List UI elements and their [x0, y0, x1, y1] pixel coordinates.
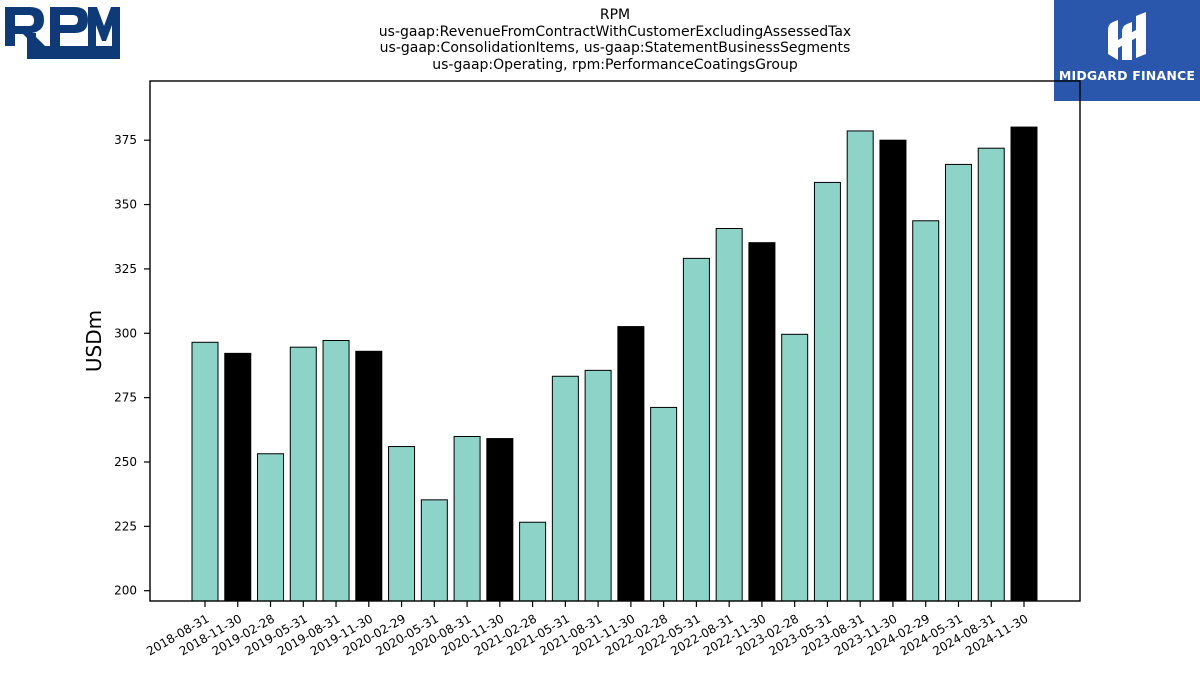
bar-2023-11-30	[879, 139, 907, 602]
bar-2019-08-31	[322, 339, 350, 602]
bar-2022-05-31	[682, 257, 710, 602]
bar-2024-08-31	[977, 147, 1005, 602]
bar-2020-02-29	[388, 446, 416, 602]
bar-2020-11-30	[486, 438, 514, 602]
bar-2022-11-30	[748, 242, 776, 602]
bar-2024-11-30	[1010, 126, 1038, 602]
chart-title-line-3: us-gaap:ConsolidationItems, us-gaap:Stat…	[379, 40, 851, 56]
bar-2020-05-31	[420, 499, 448, 602]
bar-2021-02-28	[519, 521, 547, 602]
chart-title-line-4: us-gaap:Operating, rpm:PerformanceCoatin…	[432, 56, 798, 73]
y-tick-label-375: 375	[114, 133, 137, 147]
rpm-logo	[5, 7, 120, 59]
chart-title-line-1: RPM	[599, 7, 631, 23]
bar-2023-08-31	[846, 130, 874, 602]
chart-title-line-2: us-gaap:RevenueFromContractWithCustomerE…	[378, 23, 852, 40]
y-axis: 200 225 250 275 300 325 350 375	[114, 133, 150, 598]
bar-2022-08-31	[715, 228, 743, 602]
bar-2023-05-31	[813, 181, 841, 602]
bar-2019-02-28	[257, 453, 285, 602]
y-tick-label-300: 300	[114, 326, 137, 340]
y-axis-label: USDm	[82, 310, 106, 372]
midgard-mark-icon	[1108, 12, 1146, 60]
plot-frame	[149, 80, 1081, 602]
bar-2018-08-31	[191, 341, 219, 602]
bar-2022-02-28	[650, 406, 678, 602]
bar-2019-11-30	[355, 350, 383, 602]
bar-2021-11-30	[617, 326, 645, 602]
x-axis: 2018-08-312018-11-302019-02-282019-05-31…	[144, 601, 1031, 658]
bar-2020-08-31	[453, 436, 481, 602]
y-tick-label-200: 200	[114, 584, 137, 598]
bars-layer	[191, 126, 1038, 602]
y-tick-label-350: 350	[114, 198, 137, 212]
y-tick-label-225: 225	[114, 519, 137, 533]
y-tick-label-250: 250	[114, 455, 137, 469]
midgard-name: MIDGARD FINANCE	[1058, 68, 1196, 83]
bar-2021-05-31	[551, 375, 579, 602]
y-tick-label-325: 325	[114, 262, 137, 276]
bar-2023-02-28	[781, 333, 809, 602]
y-tick-label-275: 275	[114, 391, 137, 405]
midgard-finance-watermark: MIDGARD FINANCE	[1054, 0, 1200, 101]
bar-2024-02-29	[912, 220, 940, 602]
bar-2018-11-30	[224, 352, 252, 602]
bar-2021-08-31	[584, 369, 612, 602]
bar-2019-05-31	[289, 346, 317, 602]
bar-2024-05-31	[944, 163, 972, 602]
